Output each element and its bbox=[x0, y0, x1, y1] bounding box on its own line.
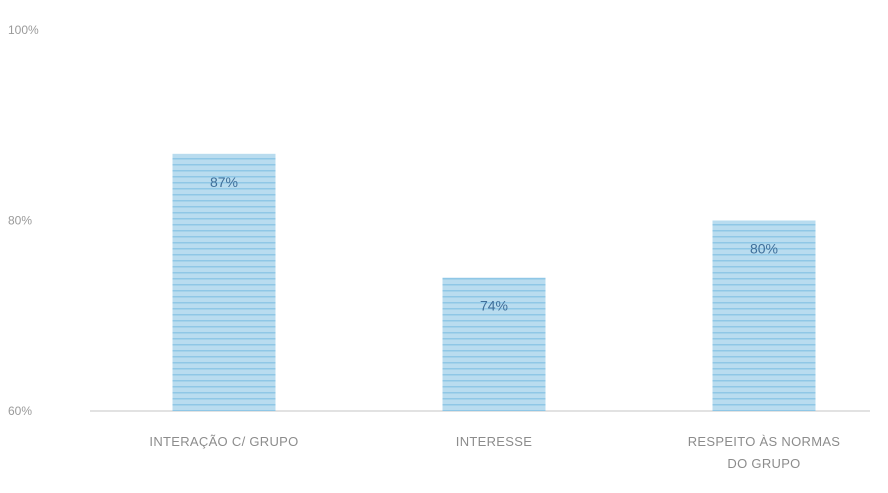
bar bbox=[712, 220, 816, 411]
data-label: 87% bbox=[210, 174, 238, 190]
category-label: DO GRUPO bbox=[727, 456, 800, 471]
category-label: INTERAÇÃO C/ GRUPO bbox=[149, 434, 298, 449]
category-label: INTERESSE bbox=[456, 434, 532, 449]
category-label: RESPEITO ÀS NORMAS bbox=[688, 434, 841, 449]
y-tick-label: 80% bbox=[8, 214, 32, 228]
y-tick-label: 60% bbox=[8, 404, 32, 418]
bar bbox=[172, 153, 276, 411]
data-label: 74% bbox=[480, 298, 508, 314]
y-tick-label: 100% bbox=[8, 23, 39, 37]
bar bbox=[442, 277, 546, 411]
data-label: 80% bbox=[750, 241, 778, 257]
